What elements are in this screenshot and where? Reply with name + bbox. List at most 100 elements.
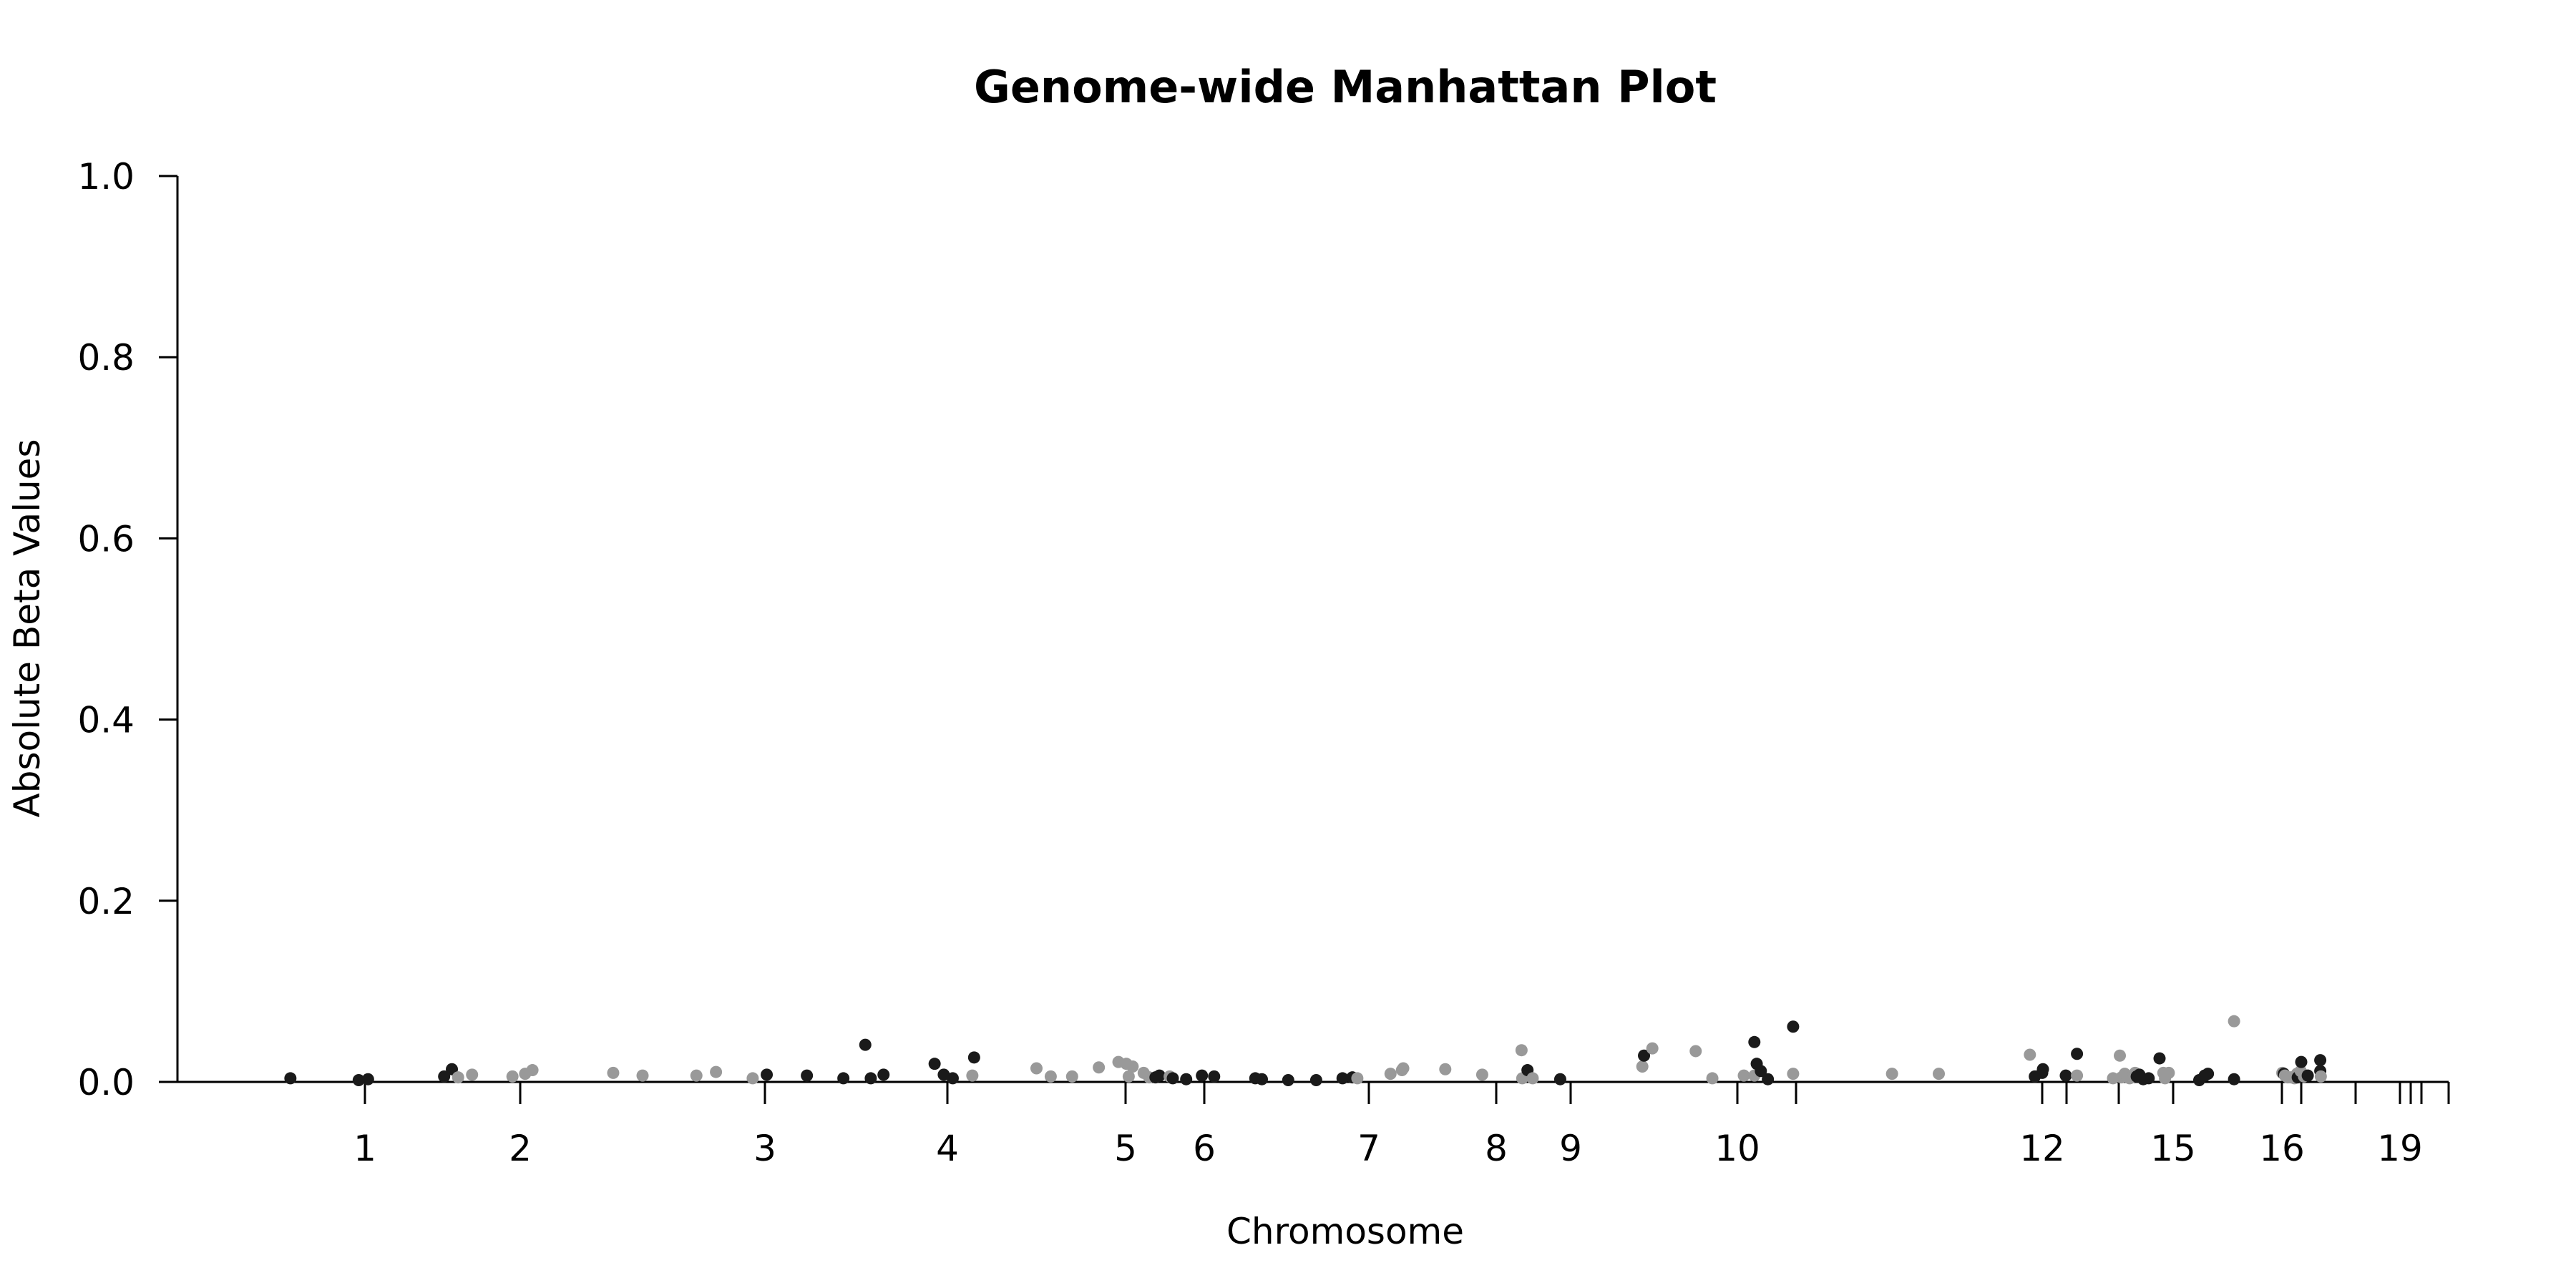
- data-point: [2142, 1072, 2155, 1085]
- data-point: [1030, 1062, 1043, 1075]
- data-point: [1787, 1068, 1800, 1080]
- data-point: [967, 1051, 980, 1064]
- data-point: [1126, 1060, 1139, 1073]
- data-point: [1638, 1049, 1651, 1062]
- data-point: [1166, 1072, 1179, 1085]
- data-point: [761, 1068, 774, 1081]
- data-point: [1384, 1068, 1397, 1080]
- x-tick-label: 2: [509, 1128, 532, 1169]
- chart-title: Genome-wide Manhattan Plot: [974, 61, 1717, 113]
- data-point: [2314, 1054, 2327, 1067]
- data-point: [859, 1038, 872, 1051]
- data-point: [1526, 1072, 1539, 1085]
- data-point: [1515, 1044, 1528, 1057]
- data-point: [877, 1068, 890, 1081]
- data-point: [452, 1071, 464, 1084]
- y-axis-label: Absolute Beta Values: [6, 439, 48, 818]
- data-point: [2202, 1068, 2215, 1080]
- data-point: [2024, 1048, 2036, 1061]
- data-point: [2314, 1070, 2327, 1083]
- data-point: [1706, 1072, 1719, 1085]
- data-point: [966, 1069, 979, 1082]
- x-tick-label: 16: [2259, 1128, 2305, 1169]
- data-point: [438, 1070, 451, 1083]
- y-tick-label: 0.8: [77, 337, 135, 379]
- x-tick-label: 1: [353, 1128, 376, 1169]
- y-axis-ticks: 0.0 0.2 0.4 0.6 0.8 1.0: [77, 156, 177, 1103]
- data-point: [2228, 1015, 2240, 1028]
- data-point: [1755, 1065, 1767, 1078]
- data-point: [928, 1058, 941, 1070]
- data-point: [1093, 1061, 1106, 1074]
- y-tick-label: 0.0: [77, 1062, 135, 1103]
- y-tick-label: 1.0: [77, 156, 135, 197]
- data-point: [1282, 1073, 1294, 1086]
- data-point: [1737, 1069, 1750, 1082]
- y-tick-label: 0.2: [77, 881, 135, 922]
- data-point: [466, 1068, 479, 1081]
- data-point: [1256, 1073, 1268, 1085]
- data-point: [746, 1072, 759, 1085]
- x-tick-label: 5: [1114, 1128, 1137, 1169]
- data-point: [710, 1065, 723, 1078]
- data-point: [801, 1069, 814, 1082]
- data-point: [1933, 1068, 1946, 1080]
- data-point: [1153, 1069, 1166, 1082]
- data-point: [2295, 1055, 2308, 1068]
- data-point: [2114, 1049, 2127, 1062]
- data-points: [284, 1015, 2327, 1086]
- data-point: [1180, 1073, 1193, 1085]
- data-point: [1885, 1068, 1898, 1080]
- data-point: [1397, 1062, 1410, 1075]
- data-point: [1439, 1063, 1452, 1075]
- data-point: [1762, 1073, 1775, 1085]
- x-tick-label: 19: [2377, 1128, 2423, 1169]
- data-point: [2301, 1069, 2314, 1082]
- data-point: [1065, 1070, 1078, 1083]
- data-point: [1646, 1042, 1659, 1055]
- data-point: [837, 1072, 850, 1085]
- data-point: [946, 1072, 959, 1085]
- data-point: [2071, 1048, 2084, 1060]
- data-point: [690, 1069, 703, 1082]
- data-point: [1309, 1073, 1322, 1086]
- data-point: [2228, 1073, 2240, 1085]
- data-point: [1044, 1070, 1057, 1083]
- data-point: [2036, 1063, 2049, 1075]
- data-point: [864, 1072, 877, 1085]
- y-tick-label: 0.4: [77, 700, 135, 741]
- x-tick-label: 8: [1485, 1128, 1508, 1169]
- data-point: [1336, 1072, 1349, 1085]
- data-point: [1689, 1045, 1702, 1058]
- data-point: [2059, 1069, 2072, 1082]
- data-point: [636, 1069, 649, 1082]
- data-point: [2153, 1052, 2166, 1065]
- data-point: [1748, 1035, 1761, 1048]
- x-axis-ticks: 1 2 3 4 5 6 7 8 9 10 12 15 16 19: [353, 1082, 2450, 1169]
- data-point: [361, 1073, 374, 1085]
- y-tick-label: 0.6: [77, 518, 135, 560]
- data-point: [1122, 1070, 1135, 1083]
- data-point: [284, 1072, 297, 1085]
- data-point: [1208, 1070, 1221, 1083]
- x-tick-label: 12: [2019, 1128, 2065, 1169]
- x-tick-label: 15: [2150, 1128, 2196, 1169]
- x-tick-label: 9: [1559, 1128, 1582, 1169]
- x-tick-label: 10: [1714, 1128, 1760, 1169]
- data-point: [1196, 1069, 1209, 1082]
- data-point: [2071, 1069, 2084, 1082]
- data-point: [607, 1066, 620, 1079]
- data-point: [506, 1070, 519, 1083]
- x-tick-label: 4: [936, 1128, 959, 1169]
- data-point: [1553, 1073, 1566, 1085]
- data-point: [2162, 1066, 2175, 1079]
- data-point: [526, 1064, 539, 1077]
- x-tick-label: 7: [1357, 1128, 1380, 1169]
- x-tick-label: 3: [753, 1128, 776, 1169]
- data-point: [1475, 1068, 1488, 1081]
- data-point: [352, 1073, 365, 1086]
- x-tick-label: 6: [1193, 1128, 1216, 1169]
- data-point: [1636, 1060, 1649, 1073]
- data-point: [1351, 1072, 1364, 1085]
